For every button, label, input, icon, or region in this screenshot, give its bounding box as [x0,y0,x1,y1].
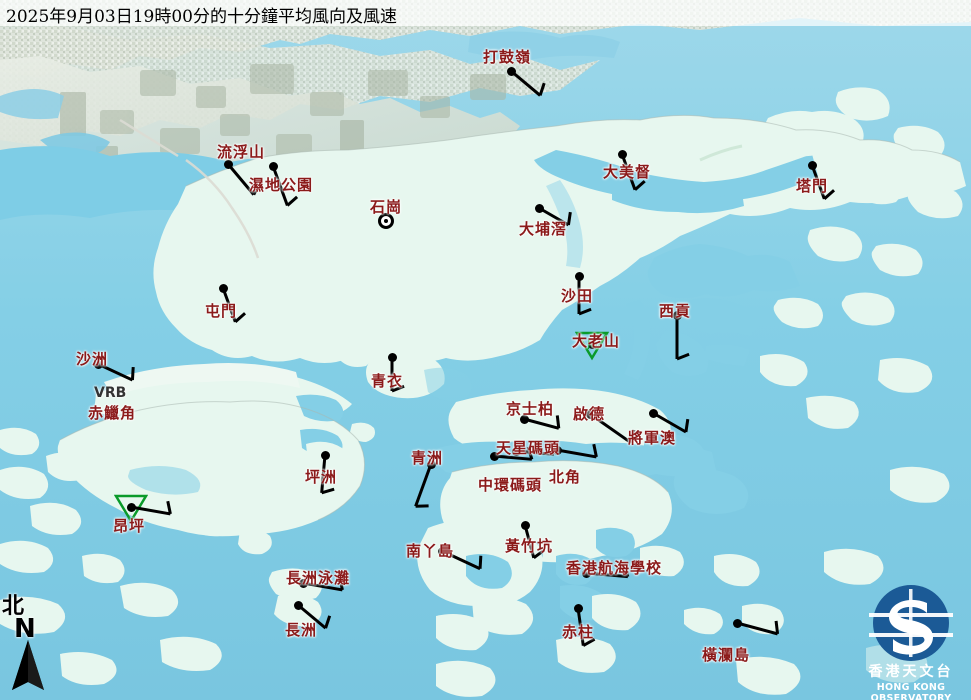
wind-barb [493,446,534,461]
wind-barb [297,603,332,630]
station-label: 西貢 [659,302,692,320]
station-label: 大老山 [572,332,621,350]
station-label: 橫瀾島 [702,646,751,664]
station-label: 京士柏 [506,400,555,418]
station-marker-dot [587,339,597,349]
station-label: 長洲泳灘 [286,569,351,587]
station-label: 赤鱲角 [88,404,137,422]
station-label: 北角 [549,468,582,486]
station-label: 天星碼頭 [496,439,561,457]
station-label: 黃竹坑 [505,537,554,555]
wind-barb [390,357,405,393]
wind-barb [320,454,335,495]
title-bar [0,0,971,26]
station-label: 屯門 [205,302,238,320]
station-label: 沙田 [561,287,594,305]
station-label: 啟德 [573,405,606,423]
logo-text-en: HONG KONG OBSERVATORY [870,682,952,700]
station-label: 青衣 [371,372,404,390]
wind-barb [556,443,598,459]
wind-barb [675,315,690,361]
wind-barb [226,163,262,196]
wind-barb [221,287,247,323]
hko-logo: 香港天文台 HONG KONG OBSERVATORY [853,583,969,700]
station-label: 青洲 [411,449,444,467]
wind-barb [652,411,690,434]
wind-barb [302,576,344,592]
wind-barb [523,415,561,430]
wind-barb [576,607,596,647]
station-label: 濕地公園 [249,176,314,194]
wind-barb [577,276,592,316]
compass-rose: 北 N [2,588,62,698]
station-label: 沙洲 [76,350,109,368]
svg-text:M: M [587,338,597,352]
station-marker-calm [378,213,394,229]
wind-barb [523,524,546,560]
station-label: 中環碼頭 [478,476,543,494]
wind-barb [538,206,572,227]
wind-barb [414,463,433,508]
station-label: 石崗 [370,198,403,216]
wind-barb [736,620,780,636]
wind-barb [510,69,546,97]
wind-barb [271,165,299,207]
station-label: 昂坪 [113,517,146,535]
station-label: 將軍澳 [628,429,677,447]
wind-barb [130,500,172,516]
wind-barb [585,563,630,579]
station-label: 塔門 [796,177,829,195]
station-label: 赤柱 [562,623,595,641]
page-title: 2025年9月03日19時00分的十分鐘平均風向及風速 [6,7,397,27]
station-label: 香港航海學校 [566,559,663,577]
station-label: 南丫島 [406,542,455,560]
station-label: 坪洲 [305,468,338,486]
monsoon-triangle-icon: M [575,331,609,361]
compass-label-en: N [14,614,36,644]
wind-barb [810,164,836,200]
station-label: 大美督 [603,163,652,181]
station-label: 大埔滘 [519,220,568,238]
wind-barb [589,412,636,444]
station-label: 打鼓嶺 [483,48,532,66]
station-label: 流浮山 [217,143,266,161]
logo-text-cn: 香港天文台 [868,664,954,680]
station-label: 長洲 [285,621,318,639]
wind-barb [97,362,135,382]
wind-barb [441,549,483,571]
wind-barb [620,153,646,191]
variable-wind-label: VRB [94,385,127,401]
compass-label-cn: 北 [2,593,25,619]
